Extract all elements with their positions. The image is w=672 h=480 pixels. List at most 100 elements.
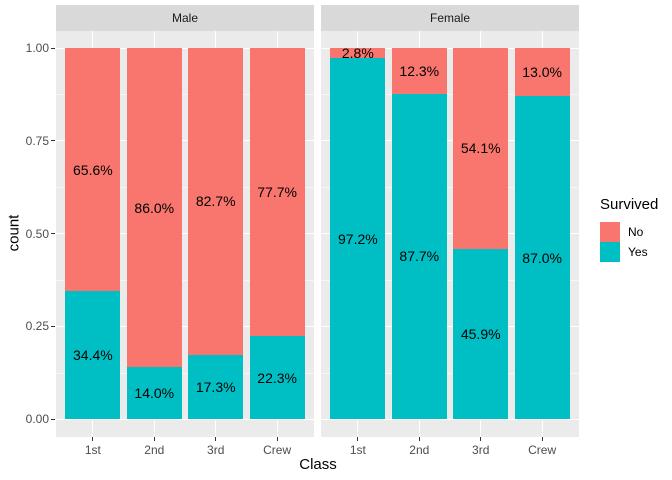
bar-label-no: 77.7% [257, 184, 297, 201]
gridline-minor-y [321, 94, 579, 96]
bar-label-yes: 14.0% [134, 385, 175, 402]
bar-male-1st [65, 48, 121, 419]
x-tick-mark [541, 437, 543, 441]
facet-strip-female: Female [321, 5, 579, 31]
bar-label-no: 65.6% [72, 161, 113, 178]
x-tick-label: 2nd [144, 443, 165, 457]
x-tick-mark [357, 437, 359, 441]
y-tick-label: 0.25 [25, 319, 49, 334]
bar-male-crew [249, 48, 305, 419]
bar-label-no: 86.0% [134, 199, 175, 216]
x-tick-mark [418, 437, 420, 441]
legend-survived: Survived No Yes [600, 196, 658, 262]
y-tick-label: 0.00 [25, 412, 49, 426]
bar-segment-yes [453, 248, 509, 419]
gridline-major-y [56, 47, 314, 49]
bar-female-3rd [453, 48, 509, 419]
y-tick-mark [51, 233, 55, 234]
x-tick-mark [480, 437, 482, 441]
bar-male-3rd [188, 48, 244, 419]
gridline-major-y [321, 47, 579, 49]
y-tick-mark [51, 140, 55, 142]
gridline-minor-y [56, 372, 314, 374]
bar-segment-yes [65, 291, 121, 419]
x-tick-mark [276, 437, 278, 441]
x-tick-label: 3rd [472, 443, 490, 457]
x-tick-mark [215, 437, 217, 441]
bar-label-yes: 22.3% [257, 369, 297, 386]
bar-segment-yes [391, 93, 447, 419]
bar-segment-no [453, 48, 509, 249]
panel-female: 2.8% 97.2% 12.3% 87.7% 54.1% 45.9% 13.0% 87.0% [321, 31, 579, 437]
bar-segment-yes [330, 58, 386, 419]
x-tick-label: 1st [84, 443, 101, 457]
gridline-major-y [321, 233, 579, 234]
gridline-major-y [56, 140, 314, 142]
gridline-minor-y [56, 187, 314, 189]
legend-item-no: No [600, 222, 658, 242]
x-tick-label: 3rd [207, 443, 225, 457]
bar-label-no: 54.1% [460, 140, 501, 157]
bar-segment-yes [514, 96, 570, 419]
facet-strip-male-label: Male [171, 11, 198, 25]
bar-segment-no [391, 48, 447, 94]
gridline-major-y [56, 325, 314, 327]
y-tick-mark [51, 418, 55, 420]
gridline-major-y [56, 233, 314, 234]
bar-label-yes: 45.9% [460, 325, 501, 342]
gridline-minor-y [56, 279, 314, 281]
legend-swatch-yes [600, 242, 620, 262]
gridline-minor-y [56, 94, 314, 96]
x-tick-label: 1st [349, 443, 366, 457]
bar-label-no: 2.8% [341, 45, 374, 62]
bar-label-no: 82.7% [195, 193, 236, 210]
y-tick-label: 1.00 [25, 41, 49, 55]
gridline-major-y [56, 418, 314, 420]
gridline-major-y [321, 325, 579, 327]
bar-segment-no [514, 48, 570, 97]
y-tick-label: 0.50 [25, 226, 49, 241]
x-tick-label: 2nd [409, 443, 430, 457]
bar-label-yes: 34.4% [72, 347, 113, 364]
bar-label-yes: 87.0% [522, 249, 562, 266]
y-tick-mark [51, 325, 55, 327]
gridline-major-y [321, 140, 579, 142]
bar-label-yes: 17.3% [195, 378, 236, 395]
legend-swatch-no [600, 222, 620, 242]
gridline-major-y [321, 418, 579, 420]
y-tick-mark [51, 47, 55, 49]
x-axis-title: Class [299, 456, 337, 473]
bar-segment-yes [188, 354, 244, 419]
bar-segment-no [126, 48, 182, 368]
legend-item-yes: Yes [600, 242, 658, 262]
gridline-minor-y [321, 187, 579, 189]
bar-segment-no [188, 48, 244, 355]
legend-label-no: No [628, 225, 644, 239]
bar-label-yes: 97.2% [337, 230, 378, 247]
x-tick-mark [92, 437, 94, 441]
bar-female-1st [330, 48, 386, 419]
bar-label-yes: 87.7% [399, 248, 440, 265]
bar-segment-yes [249, 336, 305, 419]
bar-label-no: 12.3% [399, 62, 440, 79]
bar-segment-no [249, 48, 305, 337]
bar-segment-yes [126, 367, 182, 419]
legend-label-yes: Yes [628, 245, 648, 259]
bar-female-crew [514, 48, 570, 419]
x-tick-label: Crew [263, 443, 292, 457]
x-tick-label: Crew [528, 443, 557, 457]
legend-title: Survived [600, 196, 659, 213]
bar-label-no: 13.0% [522, 64, 562, 81]
panel-male: 65.6% 34.4% 86.0% 14.0% 82.7% 17.3% 77.7% 22.3% [56, 31, 314, 437]
gridline-minor-y [321, 372, 579, 374]
bar-segment-no [330, 48, 386, 59]
gridline-minor-y [321, 279, 579, 281]
y-tick-label: 0.75 [25, 133, 49, 148]
facet-strip-female-label: Female [429, 11, 470, 25]
bar-female-2nd [391, 48, 447, 419]
bar-segment-no [65, 48, 121, 292]
facet-strip-male: Male [56, 5, 314, 31]
bar-male-2nd [126, 48, 182, 419]
x-tick-mark [153, 437, 155, 441]
